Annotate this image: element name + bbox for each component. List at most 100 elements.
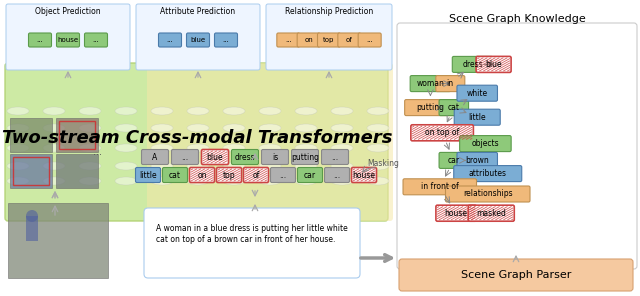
FancyBboxPatch shape	[84, 33, 108, 47]
Ellipse shape	[295, 107, 317, 115]
Ellipse shape	[295, 177, 317, 185]
Ellipse shape	[43, 177, 65, 185]
FancyBboxPatch shape	[56, 33, 79, 47]
Text: blue: blue	[207, 152, 223, 162]
Ellipse shape	[259, 144, 281, 152]
Text: blue: blue	[485, 60, 502, 69]
FancyBboxPatch shape	[186, 33, 209, 47]
Ellipse shape	[43, 144, 65, 152]
FancyBboxPatch shape	[147, 63, 393, 221]
Text: Relationship Prediction: Relationship Prediction	[285, 7, 373, 17]
Ellipse shape	[259, 177, 281, 185]
FancyBboxPatch shape	[262, 149, 289, 165]
Ellipse shape	[115, 107, 137, 115]
Text: A woman in a blue dress is putting her little white
cat on top of a brown car in: A woman in a blue dress is putting her l…	[156, 224, 348, 244]
Text: car: car	[448, 156, 460, 165]
Text: masked: masked	[476, 209, 506, 218]
Ellipse shape	[331, 107, 353, 115]
Ellipse shape	[79, 162, 101, 170]
Ellipse shape	[79, 107, 101, 115]
Text: Masking: Masking	[367, 158, 399, 168]
Ellipse shape	[223, 144, 245, 152]
Text: house: house	[445, 209, 468, 218]
FancyBboxPatch shape	[141, 149, 168, 165]
Ellipse shape	[7, 144, 29, 152]
Ellipse shape	[223, 162, 245, 170]
Text: on top of: on top of	[425, 128, 460, 137]
FancyBboxPatch shape	[26, 216, 38, 241]
FancyBboxPatch shape	[216, 168, 241, 183]
Text: Scene Graph Knowledge: Scene Graph Knowledge	[449, 14, 586, 24]
FancyBboxPatch shape	[454, 165, 522, 182]
Text: on: on	[304, 37, 313, 43]
FancyBboxPatch shape	[476, 57, 511, 73]
Ellipse shape	[151, 124, 173, 132]
Text: Scene Graph Parser: Scene Graph Parser	[461, 270, 571, 280]
FancyBboxPatch shape	[436, 205, 476, 221]
Ellipse shape	[223, 177, 245, 185]
FancyBboxPatch shape	[172, 149, 198, 165]
Text: of: of	[346, 37, 353, 43]
FancyBboxPatch shape	[214, 33, 237, 47]
Text: top: top	[223, 170, 236, 179]
FancyBboxPatch shape	[159, 33, 182, 47]
FancyBboxPatch shape	[10, 154, 52, 188]
Ellipse shape	[7, 177, 29, 185]
Text: house: house	[58, 37, 79, 43]
FancyBboxPatch shape	[321, 149, 349, 165]
FancyBboxPatch shape	[271, 168, 296, 183]
Text: ...: ...	[93, 37, 99, 43]
Ellipse shape	[187, 107, 209, 115]
FancyBboxPatch shape	[56, 154, 98, 188]
FancyBboxPatch shape	[468, 205, 515, 221]
Text: car: car	[304, 170, 316, 179]
FancyBboxPatch shape	[189, 168, 214, 183]
FancyBboxPatch shape	[439, 152, 468, 168]
Text: ...: ...	[93, 147, 102, 157]
Text: putting: putting	[291, 152, 319, 162]
Ellipse shape	[151, 162, 173, 170]
Ellipse shape	[295, 144, 317, 152]
Text: little: little	[139, 170, 157, 179]
Text: woman: woman	[417, 79, 444, 88]
Text: ...: ...	[181, 152, 189, 162]
Ellipse shape	[79, 124, 101, 132]
Ellipse shape	[331, 177, 353, 185]
Ellipse shape	[79, 177, 101, 185]
Ellipse shape	[151, 177, 173, 185]
Ellipse shape	[43, 107, 65, 115]
Ellipse shape	[223, 107, 245, 115]
FancyBboxPatch shape	[202, 149, 228, 165]
Ellipse shape	[223, 124, 245, 132]
Ellipse shape	[367, 162, 389, 170]
Text: in: in	[447, 79, 454, 88]
Text: A: A	[152, 152, 157, 162]
FancyBboxPatch shape	[297, 33, 320, 47]
Ellipse shape	[115, 124, 137, 132]
Ellipse shape	[367, 107, 389, 115]
FancyBboxPatch shape	[298, 168, 323, 183]
Ellipse shape	[259, 107, 281, 115]
FancyBboxPatch shape	[457, 85, 497, 101]
Ellipse shape	[295, 162, 317, 170]
Text: cat: cat	[448, 103, 460, 112]
Ellipse shape	[115, 177, 137, 185]
Ellipse shape	[331, 162, 353, 170]
FancyBboxPatch shape	[439, 99, 468, 116]
FancyBboxPatch shape	[8, 203, 108, 278]
FancyBboxPatch shape	[404, 99, 456, 116]
FancyBboxPatch shape	[10, 118, 52, 152]
Text: little: little	[468, 113, 486, 122]
Ellipse shape	[367, 144, 389, 152]
Ellipse shape	[187, 144, 209, 152]
FancyBboxPatch shape	[454, 109, 500, 125]
Text: cat: cat	[169, 170, 181, 179]
Text: ...: ...	[333, 170, 340, 179]
Ellipse shape	[26, 210, 38, 222]
Text: ...: ...	[332, 152, 339, 162]
FancyBboxPatch shape	[338, 33, 361, 47]
Text: dress: dress	[462, 60, 483, 69]
FancyBboxPatch shape	[403, 179, 477, 195]
Text: top: top	[323, 37, 335, 43]
Text: white: white	[467, 89, 488, 98]
